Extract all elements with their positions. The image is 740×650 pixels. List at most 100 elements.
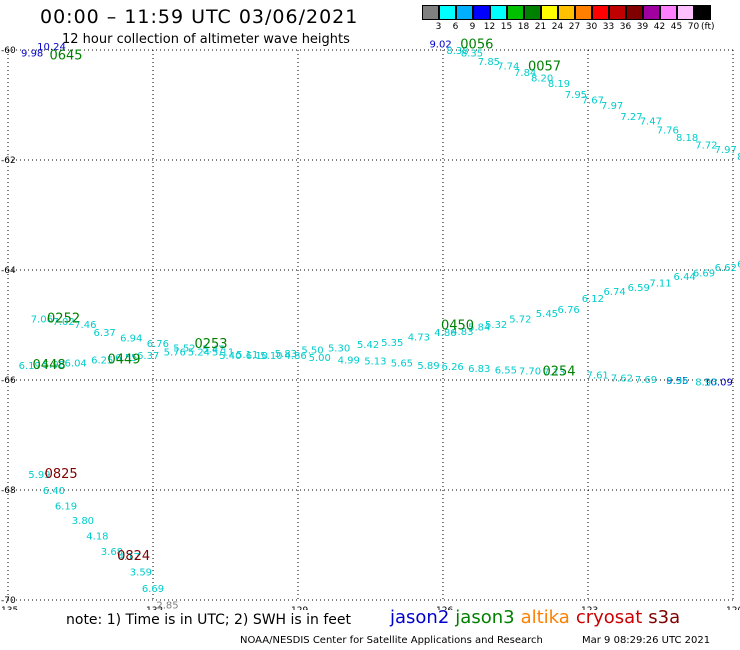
swh-reading: 7.84 [514,68,536,79]
y-tick-label: -60 [1,46,16,56]
swh-reading: 5.52 [173,343,195,354]
swh-reading: 5.35 [381,338,403,349]
scale-label: 27 [568,22,581,32]
swh-reading: 6.37 [94,328,116,339]
swh-reading: 7.46 [74,320,96,331]
swh-reading: 6.40 [43,486,65,497]
scale-swatch [473,5,490,20]
swh-reading: 6.9 [737,259,740,270]
swh-reading: 6.12 [582,294,604,305]
swh-reading: 3.68 [101,547,123,558]
color-scale-legend: 3 6 9 12 15 18 21 24 27 30 33 36 39 42 45 70 (ft) [422,5,727,35]
swh-reading: 8.19 [548,79,570,90]
swh-reading: 6.44 [674,272,696,283]
x-tick-label: -126 [433,606,454,610]
y-tick-label: -64 [1,266,16,276]
swh-reading: 4.83 [451,327,473,338]
swh-reading: 6.04 [65,358,87,369]
swh-reading: 5.11 [212,347,234,358]
pass-time-label: 0057 [528,59,561,74]
swh-reading: 9.02 [429,39,451,50]
page-subtitle: 12 hour collection of altimeter wave hei… [62,32,350,47]
swh-reading: 5.11 [236,350,258,361]
swh-reading: 6.55 [495,365,517,376]
scale-label: 33 [602,22,615,32]
scale-swatch [660,5,677,20]
swh-reading: 7.85 [478,57,500,68]
pass-time-label: 0448 [33,358,66,373]
generated-timestamp: Mar 9 08:29:26 UTC 2021 [582,635,711,646]
swh-reading: 5.00 [309,353,331,364]
units-note: note: 1) Time is in UTC; 2) SWH is in fe… [66,612,352,628]
scale-label: 70 [687,22,700,32]
scale-swatch [524,5,541,20]
mission-legend: jason2 jason3 altika cryosat s3a [390,607,686,628]
pass-time-label: 0253 [194,337,227,352]
credit-line: NOAA/NESDIS Center for Satellite Applica… [240,635,543,646]
swh-reading: 9.55 [666,376,688,387]
scale-swatch [422,5,439,20]
altimeter-chart: -135 -132 -129 -126 -123 -120 -60 -62 -64 -66 -68 -… [0,37,740,610]
swh-reading: 2.85 [156,600,178,610]
y-tick-label: -68 [1,486,16,496]
swh-reading: 7.76 [657,126,679,137]
scale-label: 42 [653,22,666,32]
swh-reading: 9.98 [21,49,43,60]
swh-reading: 7.06 [31,314,53,325]
swh-reading: 6.37 [137,351,159,362]
page-title: 00:00 – 11:59 UTC 03/06/2021 [40,6,359,28]
swh-reading: 7.74 [497,61,519,72]
swh-reading: 7.47 [640,116,662,127]
swh-reading: 6.55 [115,353,137,364]
pass-time-label: 0825 [45,467,78,482]
scale-label: 30 [585,22,598,32]
swh-reading: 5.42 [357,340,379,351]
swh-reading: 3.80 [72,516,94,527]
swh-reading: 7.70 [519,367,541,378]
scale-swatch [626,5,643,20]
swh-reading: 7.67 [582,95,604,106]
swh-reading: 8.8 [737,152,740,163]
scale-label: 6 [452,22,459,32]
scale-label: 21 [534,22,547,32]
swh-reading: 5.32 [485,320,507,331]
scale-label: 15 [500,22,513,32]
pass-time-label: 0254 [542,365,575,380]
swh-reading: 6.83 [468,364,490,375]
scale-swatch [592,5,609,20]
swh-reading: 5.40 [219,351,241,362]
mission-jason3: jason3 [455,607,515,628]
pass-time-label: 0252 [47,311,80,326]
x-tick-label: -129 [288,606,309,610]
swh-reading: 4.86 [434,328,456,339]
scale-swatch [575,5,592,20]
swh-reading: 4.86 [284,351,306,362]
y-tick-label: -62 [1,156,16,166]
scale-swatch [677,5,694,20]
swh-reading: 6.76 [147,339,169,350]
scale-label: 18 [517,22,530,32]
mission-s3a: s3a [648,607,681,628]
pass-time-label: 0450 [441,318,474,333]
swh-reading: 6.26 [442,362,464,373]
swh-reading: 8.38 [446,46,468,57]
swh-reading: 6.69 [142,584,164,595]
swh-reading: 7.27 [620,112,642,123]
swh-reading: 6.59 [628,283,650,294]
swh-reading: 6.19 [55,501,77,512]
swh-reading: 6.25 [91,356,113,367]
swh-reading: 5.89 [417,361,439,372]
scale-swatch [490,5,507,20]
swh-reading: 6.74 [603,287,625,298]
pass-time-label: 0645 [49,48,82,63]
swh-reading: 7.97 [601,101,623,112]
swh-reading: 4.99 [338,356,360,367]
swh-reading: 5.84 [468,323,490,334]
x-tick-label: -135 [0,606,18,610]
scale-label: 9 [469,22,476,32]
y-tick-label: -70 [1,596,16,606]
pass-time-label: 0824 [117,549,150,564]
swh-reading: 5.65 [391,358,413,369]
swh-reading: 5.13 [364,357,386,368]
x-tick-label: -132 [143,606,163,610]
